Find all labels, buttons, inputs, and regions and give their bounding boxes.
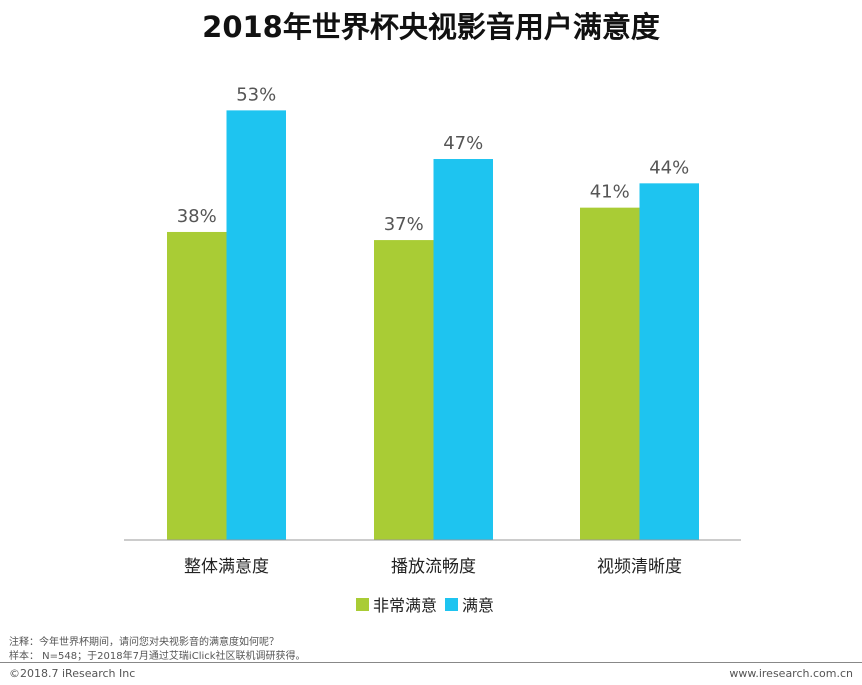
bar [226,110,286,540]
data-label: 37% [384,214,424,235]
website-link[interactable]: www.iresearch.com.cn [729,667,853,680]
legend-label: 满意 [462,596,494,615]
bar [433,159,493,541]
data-label: 38% [177,206,217,227]
data-label: 47% [443,133,483,154]
copyright: ©2018.7 iResearch Inc [9,667,136,680]
x-tick-label: 整体满意度 [184,557,269,577]
bar [639,183,699,541]
footer-divider [0,662,862,663]
bar [580,207,640,540]
legend-label: 非常满意 [373,596,437,615]
x-tick-label: 视频清晰度 [597,557,682,577]
x-tick-label: 播放流畅度 [391,557,476,577]
data-label: 44% [649,157,689,178]
data-label: 41% [590,182,630,203]
sample-text: 样本： N=548；于2018年7月通过艾瑞iClick社区联机调研获得。 [9,651,306,662]
legend-swatch [445,598,458,611]
data-label: 53% [236,84,276,105]
bar [374,240,434,541]
chart-title: 2018年世界杯央视影音用户满意度 [202,10,660,44]
bar [167,231,227,540]
legend-swatch [356,598,369,611]
note-text: 注释：今年世界杯期间，请问您对央视影音的满意度如何呢？ [9,637,279,648]
